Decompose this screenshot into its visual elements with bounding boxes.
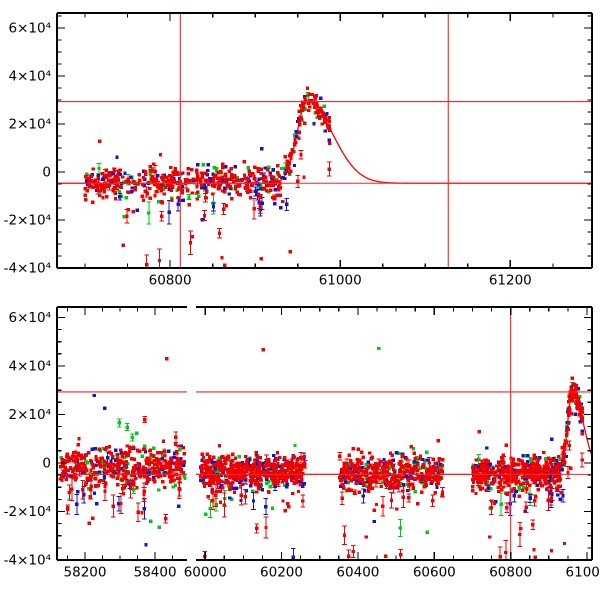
panel-frame [56,12,593,269]
zoom-panel: 60800 61000 61200 6×10⁴ 4×10⁴ 2×10⁴ 0 -2×10⁴ -4×… [4,12,593,289]
svg-text:6×10⁴: 6×10⁴ [9,310,52,326]
svg-text:60400: 60400 [336,565,379,581]
svg-text:58400: 58400 [134,565,177,581]
svg-text:61000: 61000 [566,565,600,581]
svg-text:2×10⁴: 2×10⁴ [9,116,52,132]
svg-text:4×10⁴: 4×10⁴ [9,68,52,84]
svg-text:0: 0 [42,456,51,472]
plot-area [57,13,592,268]
svg-text:6×10⁴: 6×10⁴ [9,20,52,36]
svg-text:58200: 58200 [64,565,107,581]
svg-text:-4×10⁴: -4×10⁴ [4,553,51,569]
scatter-layer-red [83,86,332,268]
svg-text:61000: 61000 [319,273,362,289]
plot-area [57,307,592,560]
svg-text:60800: 60800 [489,565,532,581]
scatter-layer-blue [84,95,331,225]
axis-ticks [57,307,592,561]
full-season-panel: 58200 58400 60000 60200 60400 60600 60800 61000… [4,306,600,581]
svg-text:60800: 60800 [149,273,192,289]
svg-text:-4×10⁴: -4×10⁴ [4,261,51,277]
x-axis-labels: 58200 58400 60000 60200 60400 60600 60800 61000 [64,565,600,581]
scatter-layer-red [58,348,585,560]
svg-text:61200: 61200 [489,273,532,289]
panel-frame [56,306,593,561]
y-axis-labels: 6×10⁴ 4×10⁴ 2×10⁴ 0 -2×10⁴ -4×10⁴ [4,20,51,276]
svg-text:60000: 60000 [184,565,227,581]
svg-text:60200: 60200 [260,565,303,581]
svg-text:4×10⁴: 4×10⁴ [9,358,52,374]
x-axis-labels: 60800 61000 61200 [149,273,532,289]
svg-text:-2×10⁴: -2×10⁴ [4,213,51,229]
crosshair-lines [57,13,592,268]
svg-text:60600: 60600 [413,565,456,581]
crosshair-lines [57,307,592,560]
svg-text:-2×10⁴: -2×10⁴ [4,504,51,520]
svg-text:2×10⁴: 2×10⁴ [9,407,52,423]
y-axis-labels: 6×10⁴ 4×10⁴ 2×10⁴ 0 -2×10⁴ -4×10⁴ [4,310,51,569]
svg-text:0: 0 [42,165,51,181]
scatter-layer-green [85,91,331,225]
axis-ticks [57,13,592,269]
